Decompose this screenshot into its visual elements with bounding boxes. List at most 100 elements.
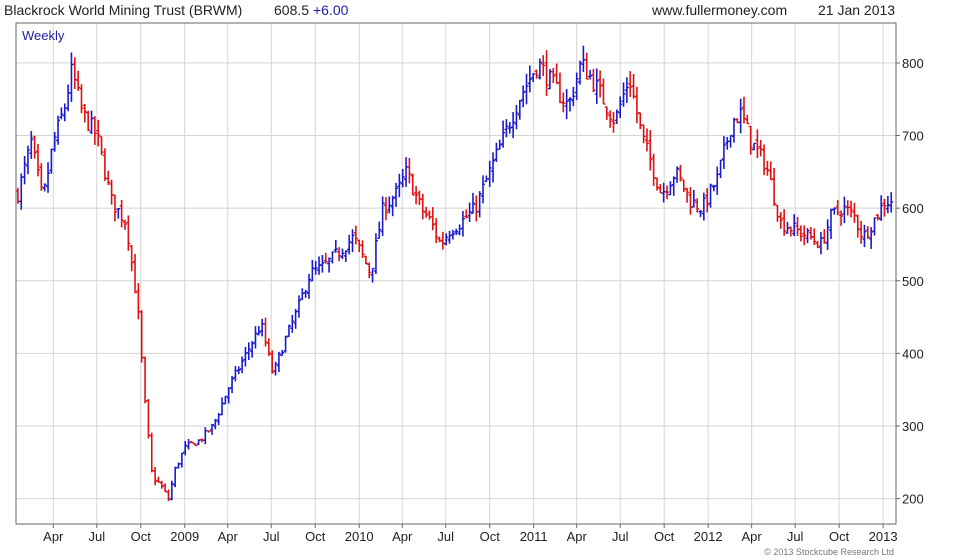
x-tick-label: Jul: [612, 529, 629, 544]
candle: [511, 112, 516, 139]
candle: [855, 214, 860, 238]
candle: [143, 356, 148, 404]
candle: [725, 137, 730, 150]
candle: [521, 85, 526, 108]
candle: [92, 116, 97, 145]
candle: [869, 227, 874, 249]
candle: [440, 231, 445, 250]
candle: [136, 282, 141, 320]
candle: [209, 423, 214, 435]
source-site: www.fullermoney.com: [652, 2, 788, 18]
chart-date: 21 Jan 2013: [818, 2, 896, 18]
candle: [768, 161, 773, 181]
candle: [76, 70, 81, 91]
price-change: +6.00: [313, 2, 349, 18]
candle: [594, 68, 599, 104]
y-tick-label: 500: [902, 274, 924, 289]
candle: [487, 160, 492, 187]
candle: [514, 105, 519, 130]
candle: [578, 60, 583, 85]
x-tick-label: Oct: [480, 529, 501, 544]
candle: [675, 166, 680, 183]
candle: [812, 228, 817, 245]
candle: [323, 252, 328, 264]
x-tick-label: Apr: [43, 529, 64, 544]
candle: [79, 84, 84, 114]
candle: [822, 228, 827, 244]
x-tick-label: Oct: [305, 529, 326, 544]
candle: [407, 158, 412, 184]
candle: [66, 84, 71, 112]
candle: [541, 55, 546, 77]
candle: [303, 289, 308, 298]
candle: [72, 57, 77, 89]
candle: [330, 251, 335, 264]
candle: [711, 184, 716, 192]
chart-title: Blackrock World Mining Trust (BRWM): [4, 2, 243, 18]
candle: [270, 350, 275, 374]
candle: [333, 239, 338, 253]
chart-grid: [16, 23, 896, 524]
candle: [608, 110, 613, 128]
candle: [149, 432, 154, 473]
candle: [457, 224, 462, 236]
candle: [491, 152, 496, 183]
x-tick-label: 2012: [694, 529, 723, 544]
candle: [678, 164, 683, 182]
candle: [611, 111, 616, 133]
candle: [42, 183, 47, 192]
candle: [186, 439, 191, 450]
candle: [437, 236, 442, 243]
candle: [450, 229, 455, 240]
candle: [644, 128, 649, 152]
candle: [815, 240, 820, 249]
candle: [122, 219, 127, 230]
candle: [828, 208, 833, 239]
candle: [591, 68, 596, 93]
candle: [56, 115, 61, 145]
candle: [266, 338, 271, 357]
candle: [193, 443, 198, 447]
candle: [29, 130, 34, 159]
candle: [253, 326, 258, 349]
candle: [641, 124, 646, 144]
candle: [290, 314, 295, 333]
candle: [859, 220, 864, 244]
candle: [146, 399, 151, 439]
candle: [634, 86, 639, 124]
candle: [119, 199, 124, 228]
candle: [286, 324, 291, 338]
candle: [688, 186, 693, 215]
candle: [568, 97, 573, 112]
candle: [618, 96, 623, 118]
candle: [668, 181, 673, 196]
candle: [752, 142, 757, 151]
candle: [658, 184, 663, 194]
candle: [163, 483, 168, 493]
candle: [273, 361, 278, 376]
candle: [19, 173, 24, 210]
candle: [246, 342, 251, 361]
candle: [414, 186, 419, 205]
candle: [862, 224, 867, 248]
candle: [112, 194, 117, 222]
candle: [654, 177, 659, 191]
candle: [504, 119, 509, 138]
y-tick-label: 800: [902, 56, 924, 71]
candle: [494, 142, 499, 162]
candle: [691, 189, 696, 208]
candle: [383, 197, 388, 221]
candle: [875, 214, 880, 221]
candle: [802, 225, 807, 246]
candle: [765, 160, 770, 176]
candle: [842, 196, 847, 224]
candle: [106, 170, 111, 185]
candle: [397, 173, 402, 198]
candle: [772, 167, 777, 206]
candle: [527, 65, 532, 93]
candle: [778, 212, 783, 229]
candle: [360, 240, 365, 259]
candle: [230, 375, 235, 394]
candle: [394, 182, 399, 207]
